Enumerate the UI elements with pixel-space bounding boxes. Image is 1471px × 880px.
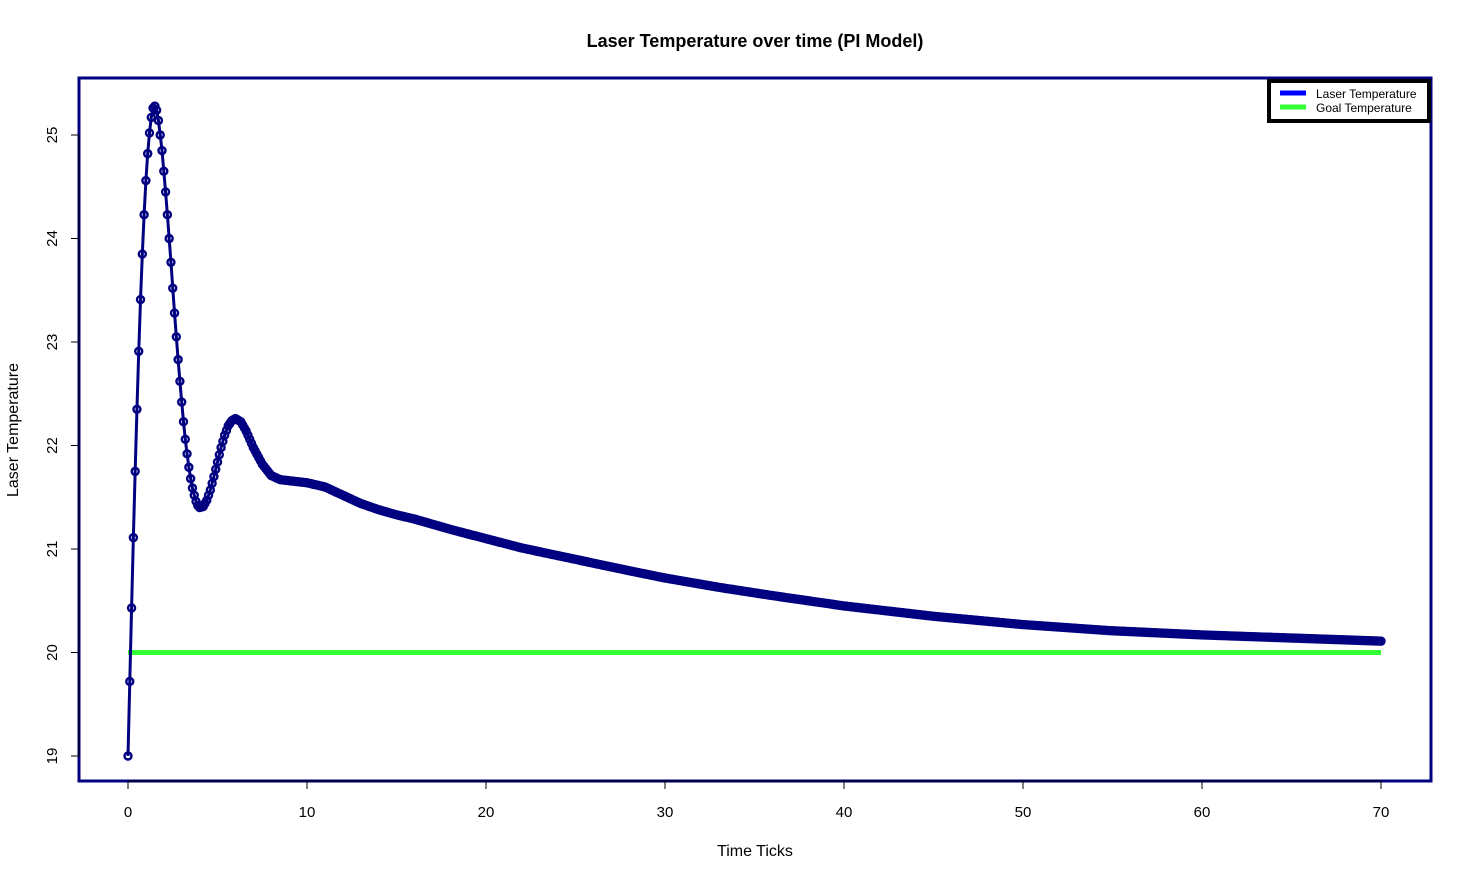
x-tick-label: 70 (1373, 804, 1390, 821)
data-point-laser-temperature (157, 145, 167, 156)
data-point-laser-temperature (180, 434, 190, 444)
data-point-laser-temperature (125, 676, 135, 687)
data-point-laser-temperature (168, 283, 178, 293)
data-point-laser-temperature (151, 105, 162, 115)
data-point-laser-temperature (134, 346, 144, 357)
data-point-laser-temperature (166, 257, 176, 268)
y-tick-label: 25 (44, 127, 61, 144)
x-axis-label: Time Ticks (717, 843, 793, 860)
x-tick-label: 50 (1015, 804, 1032, 821)
data-point-laser-temperature (146, 112, 156, 123)
y-tick-label: 20 (44, 644, 61, 661)
data-point-laser-temperature (123, 751, 133, 761)
y-tick-label: 19 (44, 748, 61, 765)
data-point-laser-temperature (171, 332, 182, 342)
x-tick-label: 30 (657, 804, 674, 821)
data-point-laser-temperature (130, 466, 140, 477)
data-point-laser-temperature (185, 473, 196, 484)
data-point-laser-temperature (139, 209, 149, 220)
data-point-laser-temperature (160, 187, 171, 197)
y-axis-label: Laser Temperature (5, 363, 22, 497)
legend-label-laser: Laser Temperature (1316, 87, 1417, 101)
data-point-laser-temperature (132, 404, 142, 414)
x-axis: 0 10 20 30 40 50 60 70 (124, 780, 1390, 821)
data-point-laser-temperature (182, 449, 192, 459)
data-point-laser-temperature (128, 532, 139, 543)
data-point-laser-temperature (159, 166, 169, 176)
data-point-laser-temperature (126, 603, 137, 613)
data-point-laser-temperature (221, 425, 232, 436)
data-point-laser-temperature (175, 376, 185, 387)
data-point-laser-temperature (164, 233, 174, 244)
chart-title: Laser Temperature over time (PI Model) (587, 31, 924, 51)
data-point-laser-temperature (137, 249, 148, 259)
plot-frame (77, 76, 1433, 783)
y-tick-label: 24 (44, 230, 61, 247)
data-point-laser-temperature (173, 354, 183, 365)
series-line-laser-temperature (126, 103, 1382, 757)
data-point-laser-temperature (135, 294, 146, 305)
data-point-laser-temperature (162, 209, 173, 220)
data-point-laser-temperature (178, 416, 189, 427)
legend-box (1267, 79, 1431, 123)
series-layer (123, 101, 1386, 761)
data-point-laser-temperature (1376, 636, 1386, 646)
x-tick-label: 20 (478, 804, 495, 821)
data-point-laser-temperature (219, 430, 230, 440)
x-tick-label: 60 (1194, 804, 1211, 821)
x-tick-label: 40 (836, 804, 853, 821)
y-axis: 19 20 21 22 23 24 25 (44, 127, 80, 765)
x-tick-label: 0 (124, 804, 132, 821)
legend-label-goal: Goal Temperature (1316, 101, 1412, 115)
x-tick-label: 10 (299, 804, 316, 821)
y-tick-label: 21 (44, 541, 61, 558)
data-point-laser-temperature (141, 175, 151, 186)
data-point-laser-temperature (144, 128, 155, 138)
y-tick-label: 23 (44, 334, 61, 351)
data-point-laser-temperature (142, 148, 153, 159)
data-point-laser-temperature (176, 397, 187, 407)
legend: Laser Temperature Goal Temperature (1267, 79, 1431, 123)
y-tick-label: 22 (44, 437, 61, 454)
data-point-laser-temperature (184, 462, 194, 472)
data-point-laser-temperature (155, 130, 165, 140)
data-point-laser-temperature (153, 115, 164, 126)
data-point-laser-temperature (169, 308, 180, 318)
